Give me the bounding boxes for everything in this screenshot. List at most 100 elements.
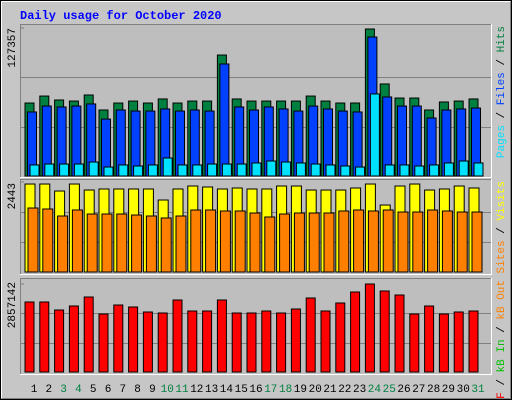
bar (101, 213, 113, 273)
bar (142, 311, 153, 373)
bar (350, 291, 361, 373)
bar (219, 63, 230, 177)
legend-entry: Files (496, 72, 508, 105)
x-tick-label: 23 (353, 384, 366, 396)
bar (468, 310, 479, 373)
x-tick-label: 26 (397, 384, 410, 396)
x-tick-label: 24 (368, 384, 382, 396)
x-tick-label: 19 (294, 384, 307, 396)
bar (116, 213, 128, 273)
bar (279, 213, 291, 273)
bar (335, 302, 346, 373)
x-tick-label: 15 (235, 384, 248, 396)
chart-title: Daily usage for October 2020 (20, 9, 222, 23)
bar (42, 208, 54, 273)
bar (367, 210, 379, 273)
bar (473, 162, 484, 177)
bar (266, 160, 277, 177)
bar (131, 214, 143, 273)
x-tick-label: 18 (279, 384, 292, 396)
x-tick-label: 12 (190, 384, 203, 396)
legend: Sites / Visits (496, 181, 508, 273)
bar (409, 313, 420, 373)
bar (98, 313, 109, 373)
bar (290, 308, 301, 373)
bar (88, 161, 99, 177)
bar (118, 164, 129, 177)
bar (147, 164, 158, 177)
bar (325, 164, 336, 177)
bar (192, 164, 203, 177)
bar (83, 296, 94, 373)
bar (44, 163, 55, 177)
bar (187, 310, 198, 373)
bar (71, 209, 83, 273)
bar (39, 301, 50, 373)
bar (441, 210, 453, 273)
bar (379, 290, 390, 373)
bar (456, 211, 468, 273)
legend-separator: / (496, 372, 508, 392)
bar (133, 165, 144, 177)
bar (54, 309, 65, 373)
legend-entry: Visits (496, 181, 508, 221)
bar (205, 209, 217, 273)
bar (427, 209, 439, 273)
x-tick-label: 21 (323, 384, 337, 396)
bar (384, 164, 395, 177)
bar (221, 163, 232, 177)
bar (59, 163, 70, 177)
bar (207, 163, 218, 177)
legend-separator: / (496, 221, 508, 241)
bar (264, 216, 276, 273)
bar (438, 313, 449, 373)
bar (355, 166, 366, 177)
y-tick-label: 2443 (7, 183, 19, 209)
bar (145, 215, 157, 273)
bar (364, 283, 375, 373)
bar (190, 209, 202, 273)
bar (453, 311, 464, 373)
bar (352, 111, 363, 177)
bar (231, 312, 242, 373)
x-tick-label: 31 (471, 384, 485, 396)
bar (382, 209, 394, 273)
bar (202, 310, 213, 373)
bar (261, 310, 272, 373)
legend: Pages / Files / Hits (496, 26, 508, 158)
bar (162, 157, 173, 177)
legend-separator: / (496, 320, 508, 340)
legend-entry: Hits (496, 26, 508, 52)
bar (234, 210, 246, 273)
x-tick-label: 20 (309, 384, 322, 396)
bar (338, 210, 350, 273)
x-tick-label: 10 (161, 384, 174, 396)
bar (175, 215, 187, 273)
x-tick-label: 2 (45, 384, 52, 396)
bar (172, 299, 183, 373)
bar (397, 211, 409, 273)
x-tick-label: 28 (427, 384, 440, 396)
x-tick-label: 11 (175, 384, 189, 396)
x-tick-label: 6 (105, 384, 112, 396)
bar (68, 305, 79, 373)
bar (369, 93, 380, 177)
legend: kB F / kB In / kB Out (496, 280, 508, 400)
bar (236, 163, 247, 177)
x-tick-label: 8 (134, 384, 141, 396)
bar (216, 299, 227, 373)
y-tick-label: 127357 (7, 28, 19, 68)
x-tick-label: 25 (383, 384, 396, 396)
bar (29, 164, 40, 177)
bar (458, 160, 469, 177)
bar (246, 312, 257, 373)
bar (113, 304, 124, 373)
bar (219, 210, 231, 273)
bar (249, 212, 261, 273)
legend-separator: / (496, 105, 508, 125)
bar (293, 212, 305, 273)
legend-entry: kB F (496, 392, 508, 400)
x-tick-label: 4 (75, 384, 82, 396)
bar (57, 215, 69, 273)
